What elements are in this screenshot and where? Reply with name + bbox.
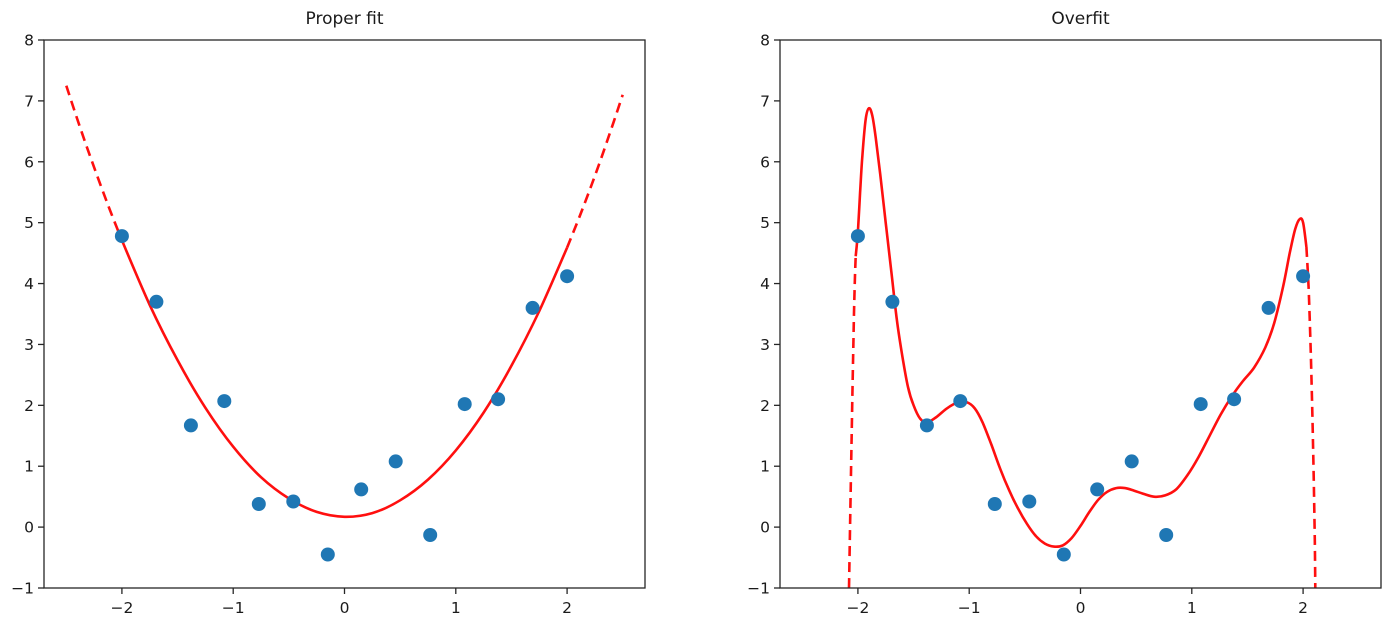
y-tick-label: 4 bbox=[24, 275, 34, 293]
y-tick-label: 2 bbox=[24, 397, 34, 415]
axes-spines bbox=[43, 39, 646, 589]
scatter-point bbox=[320, 547, 335, 562]
scatter-point bbox=[885, 294, 900, 309]
scatter-point bbox=[1090, 482, 1105, 497]
fit-curve-dashed bbox=[65, 85, 124, 241]
scatter-point bbox=[560, 269, 575, 284]
scatter-point bbox=[1056, 547, 1071, 562]
y-tick-label: 4 bbox=[760, 275, 770, 293]
y-tick-label: 5 bbox=[24, 214, 34, 232]
y-tick-label: 6 bbox=[24, 153, 34, 171]
scatter-point bbox=[286, 494, 301, 509]
subplot-proper-fit: Proper fit −2 −1 0 1 2 −1 0 1 2 3 4 5 6 7 8 bbox=[0, 0, 655, 628]
x-tick-label: 1 bbox=[1187, 599, 1197, 617]
scatter-point bbox=[1022, 494, 1037, 509]
scatter-point bbox=[919, 418, 934, 433]
x-tick-label: 0 bbox=[1076, 599, 1086, 617]
subplot-overfit: Overfit −2 −1 0 1 2 −1 0 1 2 3 4 5 6 7 8 bbox=[736, 0, 1391, 628]
scatter-point bbox=[114, 229, 129, 244]
fit-curve-solid bbox=[854, 106, 1308, 549]
y-tick-label: −1 bbox=[11, 580, 34, 598]
scatter-point bbox=[423, 528, 438, 542]
scatter-point bbox=[1159, 528, 1174, 542]
scatter-point bbox=[1261, 300, 1276, 315]
fit-curve-dashed bbox=[847, 256, 857, 588]
scatter-point bbox=[1193, 397, 1208, 412]
y-tick-label: −1 bbox=[747, 580, 770, 598]
x-tick-label: 1 bbox=[451, 599, 461, 617]
x-tick-label: 2 bbox=[562, 599, 572, 617]
scatter-point bbox=[149, 294, 164, 309]
y-tick-label: 1 bbox=[760, 458, 770, 476]
scatter-point bbox=[217, 394, 232, 409]
scatter-point bbox=[354, 482, 369, 497]
y-tick-label: 5 bbox=[760, 214, 770, 232]
x-tick-label: −1 bbox=[222, 599, 245, 617]
y-tick-label: 7 bbox=[24, 92, 34, 110]
scatter-point bbox=[388, 454, 403, 469]
scatter-point bbox=[1227, 392, 1242, 407]
scatter-point bbox=[525, 300, 540, 315]
y-tick-label: 0 bbox=[24, 519, 34, 537]
fit-curve-dashed bbox=[1305, 246, 1317, 588]
scatter-point bbox=[491, 392, 506, 407]
scatter-point bbox=[183, 418, 198, 433]
x-tick-label: −2 bbox=[846, 599, 869, 617]
scatter-point bbox=[457, 397, 472, 412]
y-tick-label: 1 bbox=[24, 458, 34, 476]
scatter-point bbox=[251, 497, 266, 511]
scatter-point bbox=[987, 497, 1002, 511]
y-tick-label: 3 bbox=[760, 336, 770, 354]
x-tick-label: −2 bbox=[110, 599, 133, 617]
y-tick-label: 6 bbox=[760, 153, 770, 171]
y-tick-label: 8 bbox=[760, 32, 770, 50]
x-tick-label: 2 bbox=[1298, 599, 1308, 617]
scatter-point bbox=[953, 394, 968, 409]
x-tick-label: −1 bbox=[958, 599, 981, 617]
fit-curve-solid bbox=[120, 239, 569, 519]
scatter-point bbox=[850, 229, 865, 244]
scatter-point bbox=[1124, 454, 1139, 469]
y-tick-label: 0 bbox=[760, 519, 770, 537]
plot-overfit: −2 −1 0 1 2 −1 0 1 2 3 4 5 6 7 8 bbox=[747, 32, 1382, 617]
fit-curve-dashed bbox=[565, 94, 624, 249]
axes-spines bbox=[779, 39, 1382, 589]
y-tick-label: 7 bbox=[760, 92, 770, 110]
y-tick-label: 8 bbox=[24, 32, 34, 50]
scatter-point bbox=[1296, 269, 1311, 284]
y-tick-label: 2 bbox=[760, 397, 770, 415]
y-tick-label: 3 bbox=[24, 336, 34, 354]
x-tick-label: 0 bbox=[340, 599, 350, 617]
plot-proper-fit: −2 −1 0 1 2 −1 0 1 2 3 4 5 6 7 8 bbox=[11, 32, 646, 617]
